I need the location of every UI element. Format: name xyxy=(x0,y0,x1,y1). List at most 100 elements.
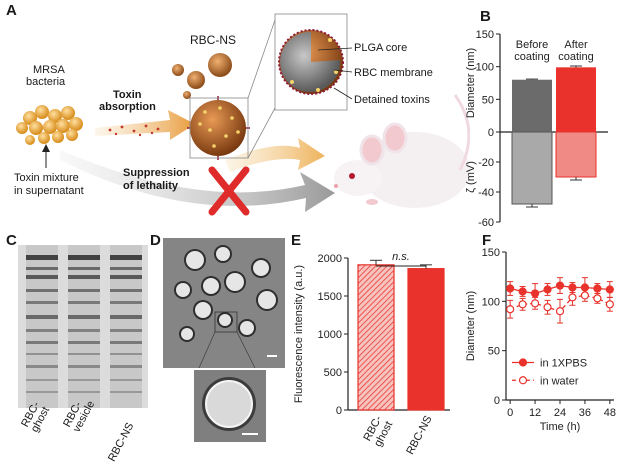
panel-label-a: A xyxy=(6,2,17,19)
data-point xyxy=(543,285,552,294)
rbc-ns-particle xyxy=(187,96,250,160)
gel-lane-labels: RBC- ghost RBC- vesicle RBC-NS xyxy=(18,399,158,472)
gel-band xyxy=(68,341,100,344)
plga-core-label: PLGA core xyxy=(354,42,408,54)
x-tick-label: RBC-ghost xyxy=(361,413,395,448)
toxin-absorption-line1: Toxin xyxy=(113,89,142,101)
x-tick-label: 36 xyxy=(579,407,591,419)
tem-particle xyxy=(240,321,254,335)
y-tick-label: 1500 xyxy=(318,291,342,303)
chart-e-fluorescence: 0 500 1000 1500 2000 n.s. RBC-ghost RBC-NS Fluor… xyxy=(293,251,450,457)
y-tick-label: 150 xyxy=(476,29,494,41)
suppression-line1: Suppression xyxy=(123,167,190,179)
chart-b-zeta-diameter: -60-40-20050100150BeforecoatingAftercoat… xyxy=(465,29,608,227)
data-point xyxy=(580,291,590,300)
gel-lane xyxy=(26,245,58,408)
x-tick-label: 0 xyxy=(507,407,513,419)
gel-band xyxy=(26,315,58,319)
gel-band xyxy=(26,255,58,260)
gel-band xyxy=(68,329,100,332)
legend-marker xyxy=(518,376,528,385)
data-point xyxy=(593,294,602,303)
y-tick-label: 100 xyxy=(476,62,494,74)
gel-band xyxy=(26,275,58,279)
schematic-illustration xyxy=(16,13,470,216)
bar-fluorescence xyxy=(407,268,445,411)
bar-zeta xyxy=(555,131,597,178)
panel-label-c: C xyxy=(6,232,17,249)
gel-band xyxy=(110,275,142,279)
toxin-absorption-line2: absorption xyxy=(99,101,156,113)
y-tick-label: 0 xyxy=(336,405,342,417)
data-point xyxy=(593,284,602,293)
gel-band xyxy=(68,301,100,304)
panel-label-b: B xyxy=(480,8,491,25)
gel-band xyxy=(68,391,100,393)
x-tick-label: 12 xyxy=(529,407,541,419)
y-tick-label: -20 xyxy=(478,157,494,169)
gel-band xyxy=(26,379,58,381)
gel-band xyxy=(26,289,58,292)
red-x-mark xyxy=(208,166,250,216)
absorption-arrow xyxy=(95,110,195,140)
y-tick-label: 100 xyxy=(482,296,500,308)
y-axis-title: Diameter (nm) xyxy=(465,291,477,361)
toxin-mixture-line2: in supernatant xyxy=(14,185,84,197)
gel-band xyxy=(26,301,58,304)
panel-label-d: D xyxy=(150,232,161,249)
legend-label: in 1XPBS xyxy=(540,358,587,370)
gel-band xyxy=(110,329,142,332)
gel-band xyxy=(26,341,58,344)
data-point xyxy=(518,287,527,296)
gel-band xyxy=(110,255,142,260)
y-tick-label: 50 xyxy=(482,94,494,106)
category-label: After xyxy=(564,39,588,51)
x-tick-label: 24 xyxy=(554,407,566,419)
tem-particle xyxy=(219,314,231,326)
y-axis-title-top: Diameter (nm) xyxy=(465,48,477,118)
x-axis-title: Time (h) xyxy=(540,421,581,433)
gray-arrow xyxy=(60,150,335,212)
nanosponge-arrow xyxy=(225,138,325,172)
y-tick-label: 500 xyxy=(324,367,342,379)
tem-particle xyxy=(186,251,204,269)
gel-band xyxy=(110,365,142,368)
y-tick-label: 150 xyxy=(482,247,500,259)
data-point xyxy=(518,300,527,309)
rbc-ns-label: RBC-NS xyxy=(190,33,237,47)
mrsa-text: MRSA xyxy=(33,64,65,76)
data-point xyxy=(530,299,540,308)
panel-label-e: E xyxy=(291,232,302,249)
gel-band xyxy=(110,353,142,355)
data-point xyxy=(506,305,515,314)
mrsa-bacteria-cluster xyxy=(16,105,83,145)
bar-fluorescence xyxy=(357,264,395,411)
data-point xyxy=(605,300,614,309)
bar-diameter xyxy=(556,67,596,132)
y-axis-title: Fluorescence intensity (a.u.) xyxy=(293,265,305,403)
gel-band xyxy=(68,255,100,260)
bar-zeta xyxy=(511,131,553,205)
y-tick-label: -40 xyxy=(478,187,494,199)
y-tick-label: -60 xyxy=(478,217,494,227)
category-label: coating xyxy=(514,51,549,63)
data-point xyxy=(555,307,565,316)
gel-lane-label-ns: RBC-NS xyxy=(106,420,137,464)
gel-image xyxy=(18,245,148,408)
tem-particle xyxy=(216,247,230,261)
gel-band xyxy=(68,353,100,355)
x-tick-label: 48 xyxy=(604,407,616,419)
gel-band xyxy=(110,379,142,381)
gel-band xyxy=(68,275,100,279)
tem-particle xyxy=(195,302,211,318)
y-tick-label: 1000 xyxy=(318,329,342,341)
tem-image-overview xyxy=(163,238,285,368)
y-tick-label: 0 xyxy=(494,395,500,407)
gel-band xyxy=(26,353,58,355)
gel-band xyxy=(68,365,100,368)
data-point xyxy=(568,293,577,302)
x-tick-label: RBC-NS xyxy=(404,414,434,457)
gel-band xyxy=(68,267,100,270)
annotation-ns: n.s. xyxy=(392,251,410,263)
panel-label-f: F xyxy=(482,232,492,249)
